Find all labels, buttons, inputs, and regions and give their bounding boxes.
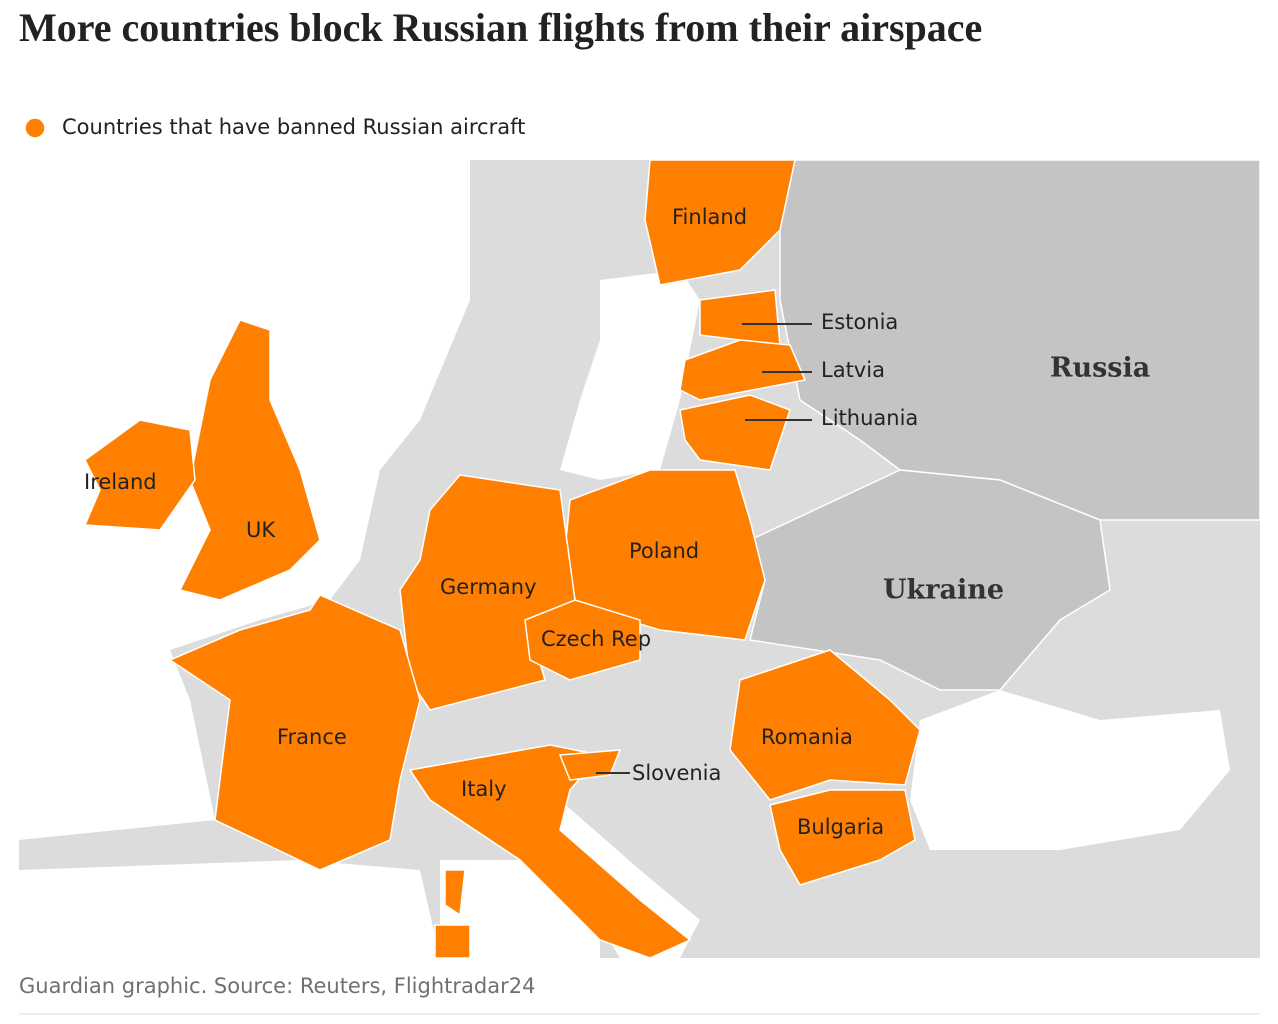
czech-rep (524, 599, 641, 681)
country-label: France (277, 725, 347, 749)
map: Finland Estonia Latvia Lithuania Ireland… (19, 159, 1261, 959)
country-label: UK (246, 518, 276, 542)
estonia (699, 289, 781, 346)
black-sea (910, 690, 1230, 850)
legend-label: Countries that have banned Russian aircr… (62, 115, 525, 139)
country-label: Bulgaria (797, 815, 884, 839)
france (168, 594, 421, 871)
finland (644, 159, 796, 286)
legend-swatch (24, 117, 46, 139)
country-label: Italy (461, 777, 507, 801)
bulgaria (769, 789, 916, 886)
lithuania (679, 394, 791, 471)
country-label: Ireland (84, 470, 157, 494)
country-label: Poland (629, 539, 699, 563)
country-label: Germany (440, 575, 537, 599)
ireland (83, 419, 196, 531)
tyrrhenian-sea (440, 860, 600, 958)
romania (729, 649, 921, 801)
latvia (679, 339, 807, 401)
baltic-sea (560, 270, 700, 480)
country-label: Finland (672, 205, 747, 229)
country-label: Romania (761, 725, 853, 749)
corsica (444, 869, 466, 917)
country-label: Estonia (821, 310, 898, 334)
source: Guardian graphic. Source: Reuters, Fligh… (19, 974, 535, 998)
country-label: Ukraine (883, 575, 1004, 606)
country-label: Lithuania (821, 406, 918, 430)
country-label: Czech Rep (541, 627, 651, 651)
title: More countries block Russian flights fro… (19, 5, 982, 50)
sardinia (434, 924, 471, 959)
country-label: Slovenia (632, 761, 721, 785)
country-label: Russia (1050, 353, 1150, 384)
country-label: Latvia (821, 358, 885, 382)
mediterranean (19, 860, 440, 958)
ukraine (749, 469, 1111, 691)
